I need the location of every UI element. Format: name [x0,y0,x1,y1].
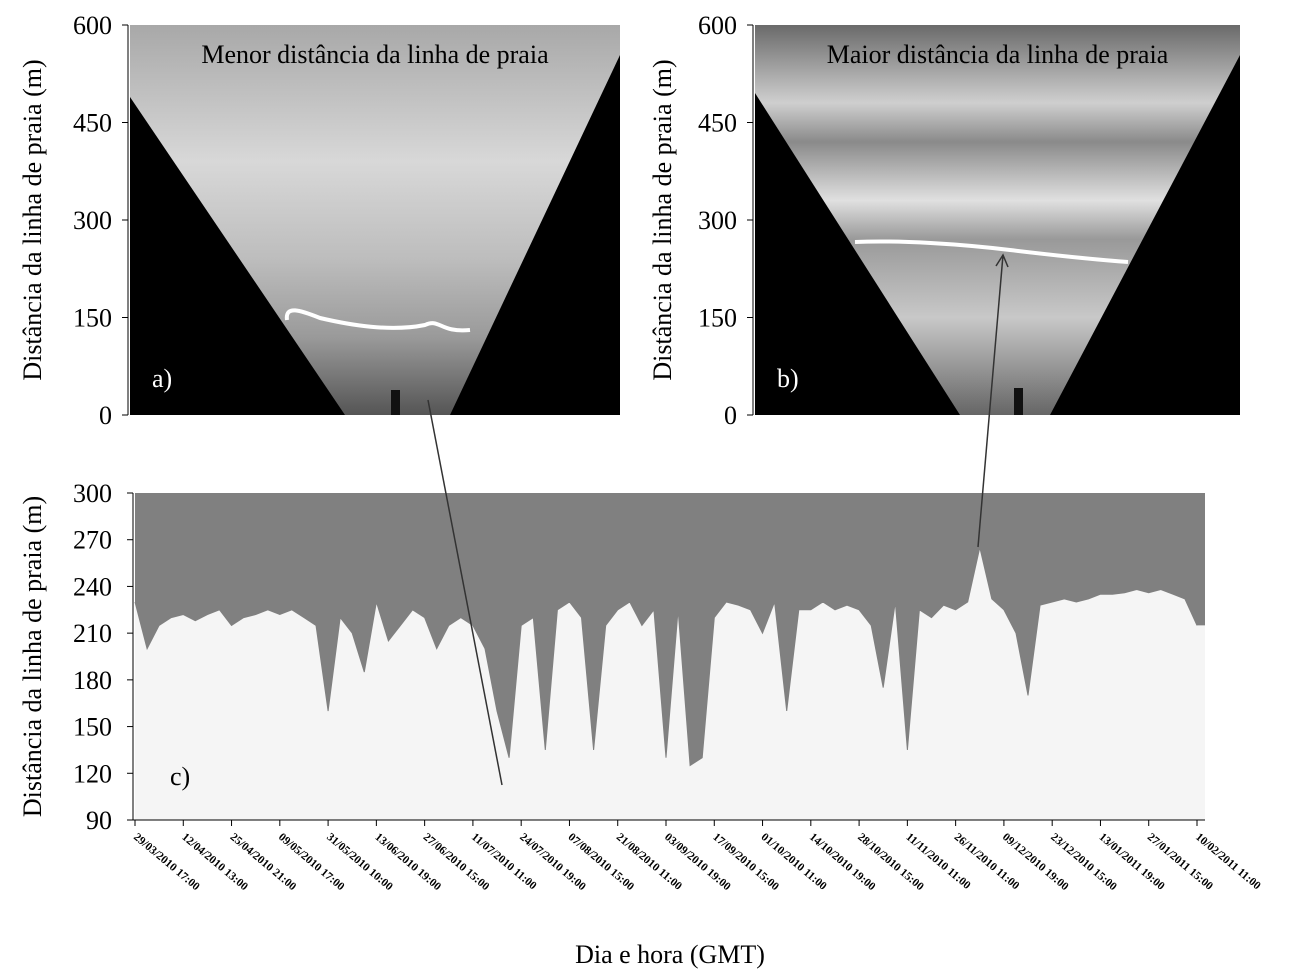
y-tick-label: 210 [73,619,112,648]
y-tick-label: 450 [698,109,737,138]
panel-title: Menor distância da linha de praia [201,40,549,69]
arrow [427,399,503,786]
area-shade [135,493,1197,766]
y-tick-label: 150 [73,304,112,333]
y-tick-label: 300 [698,206,737,235]
y-tick-label: 0 [99,401,112,430]
y-axis-label: Distância da linha de praia (m) [18,496,47,817]
shoreline-series [134,547,1198,767]
y-tick-label: 150 [73,713,112,742]
y-tick-label: 90 [86,806,112,835]
y-tick-label: 180 [73,666,112,695]
y-axis-label: Distância da linha de praia (m) [648,59,677,380]
image-b [755,25,1240,415]
y-tick-label: 0 [724,401,737,430]
area-shade [1197,493,1205,626]
panel-title: Maior distância da linha de praia [827,40,1169,69]
image-a [130,25,620,415]
arrow-head [995,253,1009,268]
arrow [977,254,1004,548]
y-tick-label: 300 [73,206,112,235]
y-tick-label: 600 [73,11,112,40]
x-axis-label: Dia e hora (GMT) [575,940,765,969]
y-axis-label: Distância da linha de praia (m) [18,59,47,380]
y-tick-label: 300 [73,479,112,508]
y-tick-label: 450 [73,109,112,138]
panel-label: a) [152,364,172,393]
y-tick-label: 240 [73,572,112,601]
y-tick-label: 120 [73,759,112,788]
y-tick-label: 270 [73,526,112,555]
panel-label: c) [170,762,190,791]
panel-label: b) [777,364,799,393]
y-tick-label: 600 [698,11,737,40]
y-tick-label: 150 [698,304,737,333]
